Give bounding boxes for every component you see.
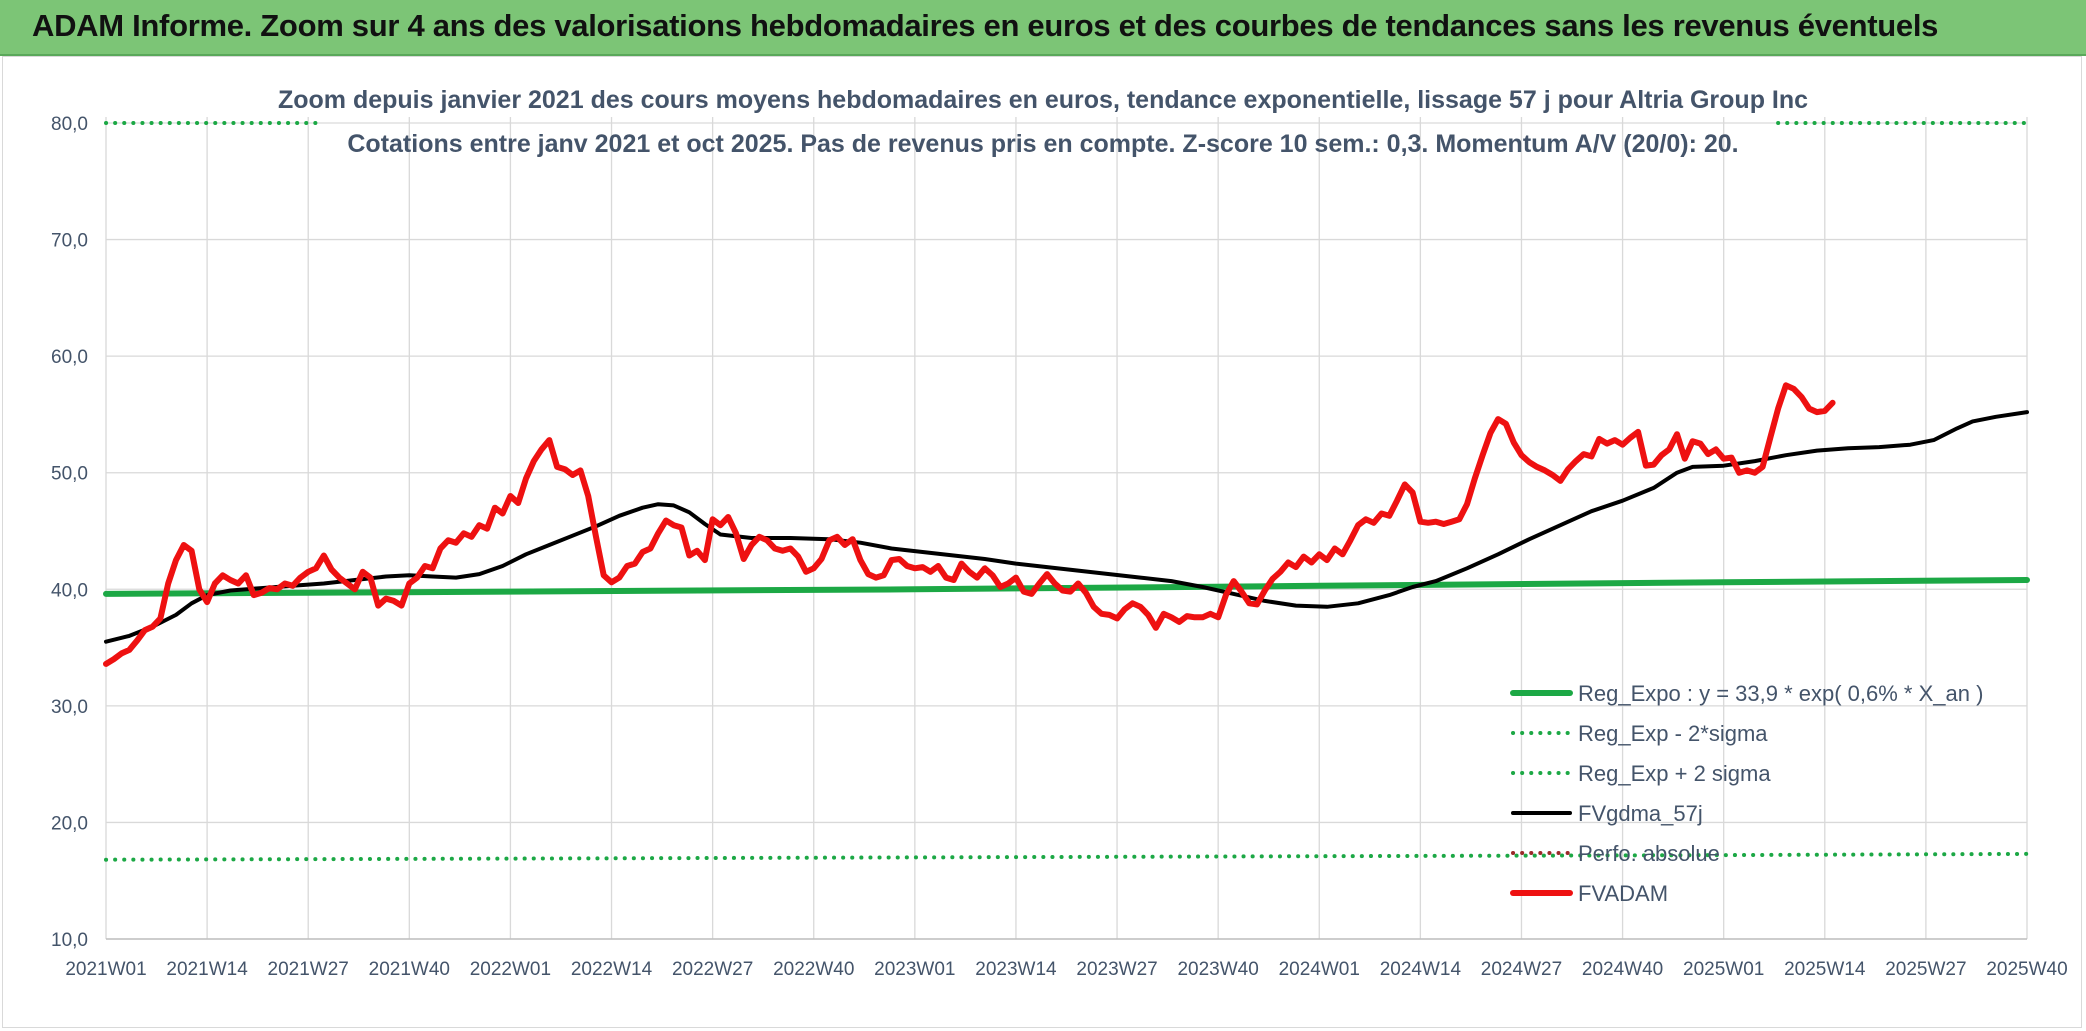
grid bbox=[105, 117, 2028, 940]
y-tick-label: 20,0 bbox=[51, 813, 88, 834]
series-fvgdma-57j-line bbox=[104, 410, 2029, 644]
x-tick-label: 2025W14 bbox=[1784, 959, 1866, 980]
x-tick-label: 2021W14 bbox=[166, 959, 248, 980]
x-tick-label: 2023W14 bbox=[975, 959, 1057, 980]
x-tick-label: 2021W40 bbox=[369, 959, 450, 980]
y-tick-label: 80,0 bbox=[51, 114, 88, 135]
y-tick-label: 10,0 bbox=[51, 930, 88, 951]
series-reg-exp-2-sigma-line bbox=[104, 851, 2029, 862]
x-tick-label: 2023W01 bbox=[874, 959, 955, 980]
x-tick-label: 2025W27 bbox=[1885, 959, 1966, 980]
legend: Reg_Expo : y = 33,9 * exp( 0,6% * X_an )… bbox=[1510, 681, 1983, 906]
x-tick-label: 2022W14 bbox=[571, 959, 653, 980]
x-tick-label: 2023W27 bbox=[1076, 959, 1157, 980]
series-layer bbox=[103, 121, 2030, 862]
x-tick-label: 2024W40 bbox=[1582, 959, 1663, 980]
x-tick-label: 2025W01 bbox=[1683, 959, 1764, 980]
report-banner: ADAM Informe. Zoom sur 4 ans des valoris… bbox=[0, 0, 2086, 56]
y-tick-label: 30,0 bbox=[51, 697, 88, 718]
series-reg-expo-y-33-9-exp-0-6-x-an-line bbox=[103, 577, 2030, 597]
legend-label: FVADAM bbox=[1578, 881, 1668, 906]
x-tick-label: 2024W01 bbox=[1279, 959, 1360, 980]
chart-frame bbox=[2, 56, 2082, 1028]
chart-title-line1: Zoom depuis janvier 2021 des cours moyen… bbox=[278, 86, 1808, 114]
x-tick-label: 2024W27 bbox=[1481, 959, 1562, 980]
x-tick-label: 2022W01 bbox=[470, 959, 551, 980]
legend-label: Reg_Exp - 2*sigma bbox=[1578, 721, 1768, 746]
legend-label: Perfo. absolue bbox=[1578, 841, 1720, 866]
y-tick-label: 70,0 bbox=[51, 231, 88, 252]
x-tick-label: 2022W27 bbox=[672, 959, 753, 980]
legend-label: FVgdma_57j bbox=[1578, 801, 1703, 826]
x-tick-label: 2025W40 bbox=[1986, 959, 2067, 980]
chart-title-line2: Cotations entre janv 2021 et oct 2025. P… bbox=[347, 130, 1738, 158]
axes: 10,0 20,0 30,0 40,0 50,0 60,0 70,0 80,0 2021W01 2… bbox=[51, 114, 2068, 980]
series-fvadam-line bbox=[103, 382, 1836, 667]
report-title: ADAM Informe. Zoom sur 4 ans des valoris… bbox=[32, 8, 1939, 43]
legend-label: Reg_Exp + 2 sigma bbox=[1578, 761, 1771, 786]
x-tick-label: 2021W01 bbox=[65, 959, 146, 980]
legend-label: Reg_Expo : y = 33,9 * exp( 0,6% * X_an ) bbox=[1578, 681, 1983, 706]
y-tick-label: 60,0 bbox=[51, 347, 88, 368]
x-tick-label: 2023W40 bbox=[1177, 959, 1258, 980]
y-tick-label: 40,0 bbox=[51, 580, 88, 601]
x-tick-label: 2021W27 bbox=[268, 959, 349, 980]
y-tick-label: 50,0 bbox=[51, 464, 88, 485]
x-tick-label: 2024W14 bbox=[1380, 959, 1462, 980]
x-tick-label: 2022W40 bbox=[773, 959, 854, 980]
